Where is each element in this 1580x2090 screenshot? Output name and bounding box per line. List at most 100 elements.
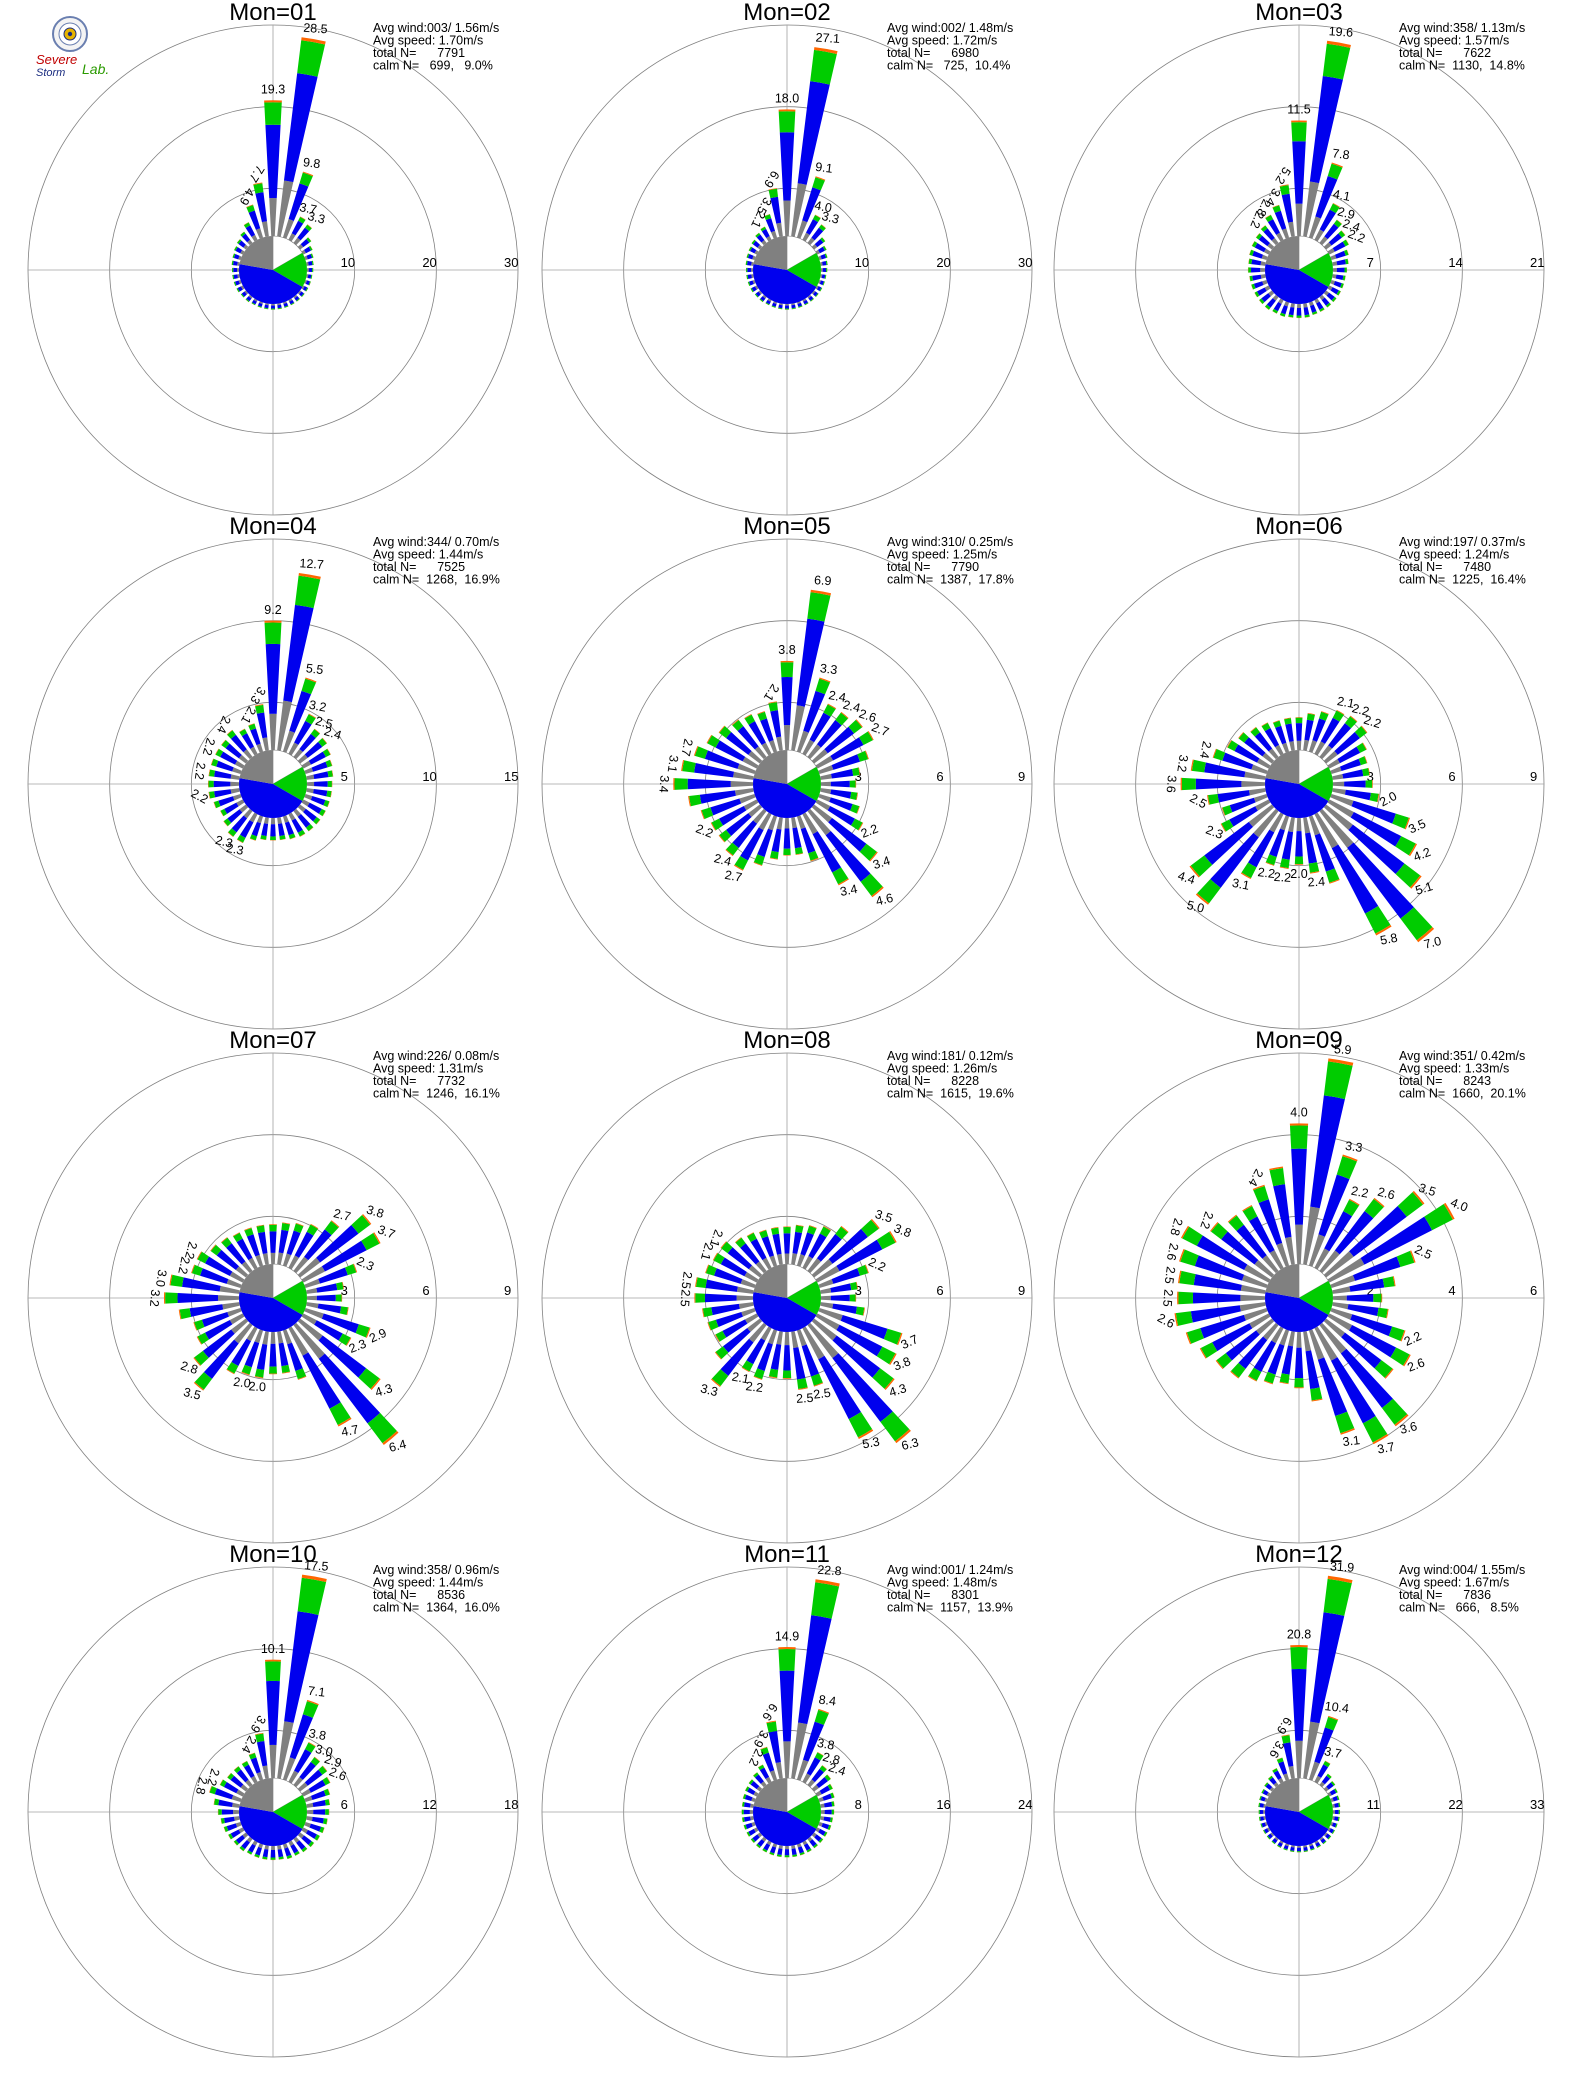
petal-150 [1314, 298, 1325, 312]
petal-220 [227, 808, 253, 837]
wind-statistics-line: Avg speed: 1.57m/s [1399, 34, 1509, 48]
petal-30 [802, 1751, 824, 1784]
petal-value-label: 7.1 [307, 1684, 326, 1700]
petal-40 [1319, 1197, 1385, 1274]
petal-40 [1319, 219, 1343, 246]
petal-20 [282, 1222, 304, 1267]
petal-320 [755, 232, 767, 246]
petal-210 [765, 298, 772, 306]
petal-300 [219, 1779, 245, 1797]
petal-210 [1276, 1840, 1284, 1848]
petal-value-label: 3.2 [308, 698, 328, 715]
petal-value-label: 2.2 [1197, 1210, 1216, 1231]
petal-220 [711, 1322, 767, 1387]
petal-180 [1296, 303, 1302, 319]
petal-260 [178, 1302, 240, 1320]
petal-260 [1174, 1302, 1266, 1327]
petal-value-label: 3.7 [1376, 1440, 1396, 1457]
wind-statistics-line: calm N= 1364, 16.0% [373, 1601, 500, 1615]
wind-rose-04: 5 10 1512.79.23.32.15.53.22.52.42.42.22.22… [27, 513, 518, 1030]
petal-280 [231, 260, 240, 266]
petal-330 [760, 226, 772, 242]
petal-250 [707, 1307, 756, 1331]
petal-70 [1330, 249, 1349, 261]
petal-value-label: 2.8 [193, 1776, 210, 1796]
petal-210 [1240, 812, 1284, 880]
petal-340 [246, 204, 264, 239]
petal-260 [220, 1816, 240, 1824]
petal-140 [807, 294, 815, 302]
petal-320 [226, 729, 253, 760]
petal-value-label: 5.1 [1414, 879, 1435, 898]
petal-100 [1332, 1302, 1389, 1319]
petal-value-label: 2.5 [314, 714, 334, 732]
petal-340 [760, 1746, 778, 1781]
panel-title: Mon=08 [743, 1027, 830, 1054]
ring-label: 6 [422, 1283, 429, 1298]
calm-wedge-ne [1298, 1777, 1329, 1813]
petal-110 [304, 1821, 325, 1834]
petal-value-label: 6.3 [900, 1435, 920, 1453]
petal-260 [702, 1302, 754, 1318]
petal-200 [1265, 815, 1290, 866]
calm-wedge-ne [1298, 1263, 1329, 1299]
ring-label: 9 [1530, 769, 1537, 784]
wind-statistics-line: Avg speed: 1.48m/s [887, 1576, 997, 1590]
petal-200 [753, 1329, 778, 1380]
calm-wedge-ne [786, 1777, 817, 1813]
petal-value-label: 3.7 [1323, 1744, 1343, 1761]
petal-60 [1327, 1788, 1338, 1797]
petal-120 [301, 285, 309, 292]
petal-value-label: 3.5 [1406, 816, 1428, 836]
petal-140 [807, 1322, 911, 1444]
panel-title: Mon=03 [1255, 0, 1342, 26]
petal-90 [306, 1294, 343, 1302]
petal-160 [1308, 1843, 1315, 1851]
petal-value-label: 3.3 [247, 684, 268, 706]
petal-value-label: 4.4 [1176, 869, 1197, 888]
petal-130 [297, 804, 321, 825]
petal-150 [802, 298, 809, 306]
petal-340 [1272, 720, 1290, 753]
petal-120 [301, 799, 326, 817]
calm-wedge-ne [1298, 235, 1329, 271]
ring-label: 10 [422, 769, 436, 784]
ring-label: 10 [341, 255, 355, 270]
petal-250 [1260, 1821, 1268, 1828]
calm-wedge-south [752, 1292, 817, 1332]
petal-value-label: 5.3 [861, 1435, 881, 1452]
petal-310 [221, 739, 249, 764]
petal-300 [706, 734, 759, 769]
petal-230 [718, 804, 763, 843]
petal-20 [282, 171, 314, 239]
petal-60 [1327, 239, 1349, 255]
petal-value-label: 2.2 [182, 1240, 200, 1260]
petal-290 [1179, 1248, 1268, 1289]
calm-wedge-east [1299, 253, 1333, 287]
petal-50 [811, 1218, 880, 1278]
petal-180 [783, 817, 791, 856]
petal-value-label: 22.8 [817, 1563, 842, 1578]
petal-140 [1319, 294, 1332, 308]
petal-220 [239, 1836, 253, 1852]
petal-230 [714, 1318, 763, 1360]
petal-220 [1271, 1836, 1279, 1845]
petal-210 [1247, 1326, 1284, 1382]
petal-120 [301, 1313, 352, 1346]
petal-value-label: 27.1 [815, 31, 840, 46]
petal-200 [753, 815, 778, 866]
calm-wedge-south [239, 1292, 303, 1332]
wind-statistics-line: calm N= 666, 8.5% [1399, 1601, 1519, 1615]
calm-wedge-nw [1265, 236, 1299, 270]
petal-130 [297, 1318, 381, 1390]
calm-wedge-south [752, 1806, 817, 1847]
logo-text-storm: Storm [36, 67, 65, 79]
petal-40 [1319, 1773, 1332, 1788]
wind-rose-02: 10 20 3027.118.06.93.52.19.14.03.3Mon=02Av… [541, 0, 1032, 516]
petal-310 [748, 1779, 763, 1792]
petal-80 [820, 1801, 835, 1808]
petal-60 [815, 1230, 897, 1283]
petal-240 [746, 1827, 759, 1837]
petal-160 [1308, 815, 1340, 884]
petal-310 [227, 1772, 249, 1792]
